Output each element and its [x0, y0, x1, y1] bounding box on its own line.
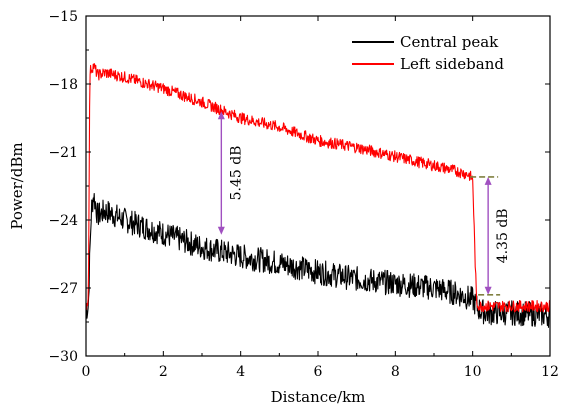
annotation-label: 5.45 dB: [228, 146, 244, 201]
x-tick-label: 2: [159, 364, 168, 380]
x-tick-label: 12: [541, 364, 559, 380]
tick-layer: 0 2 4 6 8 10 12 −15 −18 −21 −24 −27 −30: [48, 9, 558, 380]
y-axis-label: Power/dBm: [8, 142, 26, 229]
legend-label-left-sideband: Left sideband: [400, 55, 504, 73]
series-line-central-peak: [85, 192, 551, 328]
series-layer: [85, 63, 551, 328]
annotation-label: 4.35 dB: [495, 208, 511, 263]
x-tick-label: 0: [82, 364, 91, 380]
annotation-arrow-head-bottom: [217, 226, 225, 235]
y-tick-label: −30: [48, 349, 78, 365]
legend: Central peak Left sideband: [352, 33, 504, 73]
y-tick-label: −15: [48, 9, 78, 25]
y-tick-label: −18: [48, 77, 78, 93]
x-tick-label: 4: [236, 364, 245, 380]
annotation-1: 5.45 dB: [217, 111, 244, 235]
annotation-arrow-head-top: [217, 111, 225, 120]
annotation-layer: 5.45 dB 4.35 dB: [217, 111, 511, 296]
x-axis-label: Distance/km: [271, 388, 366, 406]
annotation-arrow-head-bottom: [484, 286, 492, 295]
y-tick-label: −27: [48, 281, 78, 297]
x-tick-label: 10: [464, 364, 482, 380]
y-tick-label: −24: [48, 213, 78, 229]
legend-label-central-peak: Central peak: [400, 33, 499, 51]
annotation-arrow-head-top: [484, 176, 492, 185]
x-tick-label: 6: [314, 364, 323, 380]
x-tick-label: 8: [391, 364, 400, 380]
y-tick-label: −21: [48, 145, 78, 161]
series-line-left-sideband: [85, 63, 551, 313]
annotation-2: 4.35 dB: [470, 176, 511, 296]
